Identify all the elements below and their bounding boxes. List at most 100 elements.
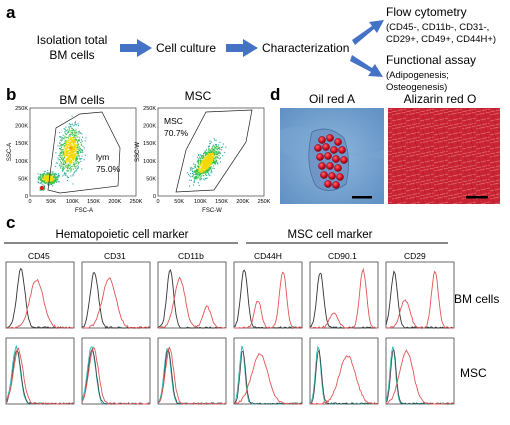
marker-label-cd11b: CD11b: [178, 251, 204, 261]
arrow-2: [226, 39, 258, 57]
histogram-trace: [385, 346, 455, 405]
histogram-trace: [310, 355, 379, 405]
panel-c: c Hematopoietic cell marker MSC cell mar…: [4, 213, 499, 405]
histogram-trace: [309, 267, 378, 329]
x-tick-label: 250K: [258, 199, 271, 205]
plot1-gate-pct: 75.0%: [96, 164, 121, 174]
y-tick-label: 0: [25, 194, 28, 200]
panel-letter-a: a: [6, 3, 16, 22]
plot2-ticks: 0 50K 100K 150K 200K 250K 0 50K 100K 150K 200K 250K: [143, 106, 271, 205]
row-label-bm: BM cells: [454, 292, 499, 306]
histogram-frame: [157, 261, 227, 329]
stain2-label: Alizarin red O: [404, 92, 477, 106]
x-tick-label: 50K: [46, 199, 56, 205]
histogram-trace: [157, 269, 227, 329]
histogram-trace: [5, 278, 75, 329]
histogram-trace: [309, 348, 379, 405]
x-tick-label: 0: [28, 199, 31, 205]
plot1-xlabel: FSC-A: [75, 208, 93, 214]
histogram-frame: [81, 261, 151, 329]
histogram-trace: [157, 276, 226, 329]
assay-title: Functional assay: [386, 53, 476, 67]
histogram-frame: [5, 337, 75, 405]
plot2-title: MSC: [185, 89, 212, 103]
histogram-trace: [5, 347, 75, 405]
y-tick-label: 50K: [18, 176, 28, 182]
assay-line1: (Adipogenesis;: [386, 70, 449, 81]
x-tick-label: 50K: [174, 199, 184, 205]
arrow-down: [350, 55, 383, 77]
assay-line2: Osteogenesis): [386, 82, 447, 93]
histogram-frame: [309, 337, 379, 405]
row-label-msc: MSC: [460, 366, 487, 380]
plot2-gate: [175, 109, 253, 193]
plot1-gate-name: lym: [96, 152, 109, 162]
flow-line2: CD29+, CD49+, CD44H+): [386, 34, 496, 45]
histogram-trace: [309, 272, 379, 329]
x-tick-label: 200K: [236, 199, 249, 205]
x-tick-label: 100K: [194, 199, 207, 205]
stain1-label: Oil red A: [309, 92, 355, 106]
plot2-gate-name: MSC: [164, 116, 183, 126]
panel-a: a Isolation total BM cells Cell culture …: [6, 3, 496, 93]
group1-label: Hematopoietic cell marker: [56, 229, 189, 241]
histogram-trace: [5, 267, 75, 329]
scale-bar-2: [466, 196, 488, 199]
step-characterization: Characterization: [262, 41, 349, 55]
lipid-droplets: [314, 134, 348, 189]
histogram-trace: [309, 345, 379, 405]
x-tick-label: 0: [156, 199, 159, 205]
panel-letter-b: b: [6, 85, 16, 104]
flow-title: Flow cytometry: [386, 5, 467, 19]
plot2-xlabel: FSC-W: [202, 208, 222, 214]
histogram-grid: [5, 261, 455, 405]
plot2-events: [186, 138, 227, 187]
flow-line1: (CD45-, CD11b-, CD31-,: [386, 22, 489, 33]
panel-d: d Oil red A Alizarin red O: [270, 85, 500, 204]
histogram-trace: [81, 277, 151, 329]
y-tick-label: 200K: [143, 124, 156, 130]
histogram-frame: [385, 261, 455, 329]
arrow-1: [120, 39, 152, 57]
x-tick-label: 100K: [66, 199, 79, 205]
step-culture: Cell culture: [156, 41, 216, 55]
group2-label: MSC cell marker: [288, 229, 373, 241]
histogram-trace: [81, 347, 151, 405]
histogram-frame: [157, 337, 227, 405]
y-tick-label: 250K: [15, 106, 28, 112]
plot1-gate: [47, 111, 121, 194]
y-tick-label: 0: [153, 194, 156, 200]
panel-letter-d: d: [270, 85, 280, 104]
y-tick-label: 100K: [143, 159, 156, 165]
x-tick-label: 150K: [215, 199, 228, 205]
histogram-frame: [233, 261, 303, 329]
histogram-frame: [5, 261, 75, 329]
step-isolation-line2: BM cells: [49, 48, 94, 62]
histogram-frame: [233, 337, 303, 405]
marker-label-cd31: CD31: [104, 251, 126, 261]
marker-label-cd44h: CD44H: [254, 251, 282, 261]
oil-red-micrograph: [280, 108, 384, 204]
panel-b: b BM cells lym 75.0% SSC-A FSC-A 0 50K 100…: [6, 85, 271, 214]
plot2-gate-pct: 70.7%: [164, 128, 189, 138]
histogram-trace: [234, 271, 303, 329]
histogram-frame: [385, 337, 455, 405]
step-isolation-line1: Isolation total: [37, 33, 108, 47]
x-tick-label: 150K: [87, 199, 100, 205]
panel-letter-c: c: [6, 213, 15, 232]
histogram-frame: [309, 261, 379, 329]
x-tick-label: 200K: [108, 199, 121, 205]
plot1-ylabel: SSC-A: [7, 143, 13, 161]
histogram-trace: [385, 270, 455, 329]
plot1-ticks: 0 50K 100K 150K 200K 250K 0 50K 100K 150K 200K 250K: [15, 106, 143, 205]
y-tick-label: 150K: [143, 141, 156, 147]
histogram-trace: [385, 349, 454, 405]
y-tick-label: 200K: [15, 124, 28, 130]
y-tick-label: 50K: [146, 176, 156, 182]
plot1-title: BM cells: [59, 93, 104, 107]
y-tick-label: 100K: [15, 159, 28, 165]
x-tick-label: 250K: [130, 199, 143, 205]
marker-label-cd90: CD90.1: [328, 251, 357, 261]
histogram-trace: [157, 346, 227, 405]
